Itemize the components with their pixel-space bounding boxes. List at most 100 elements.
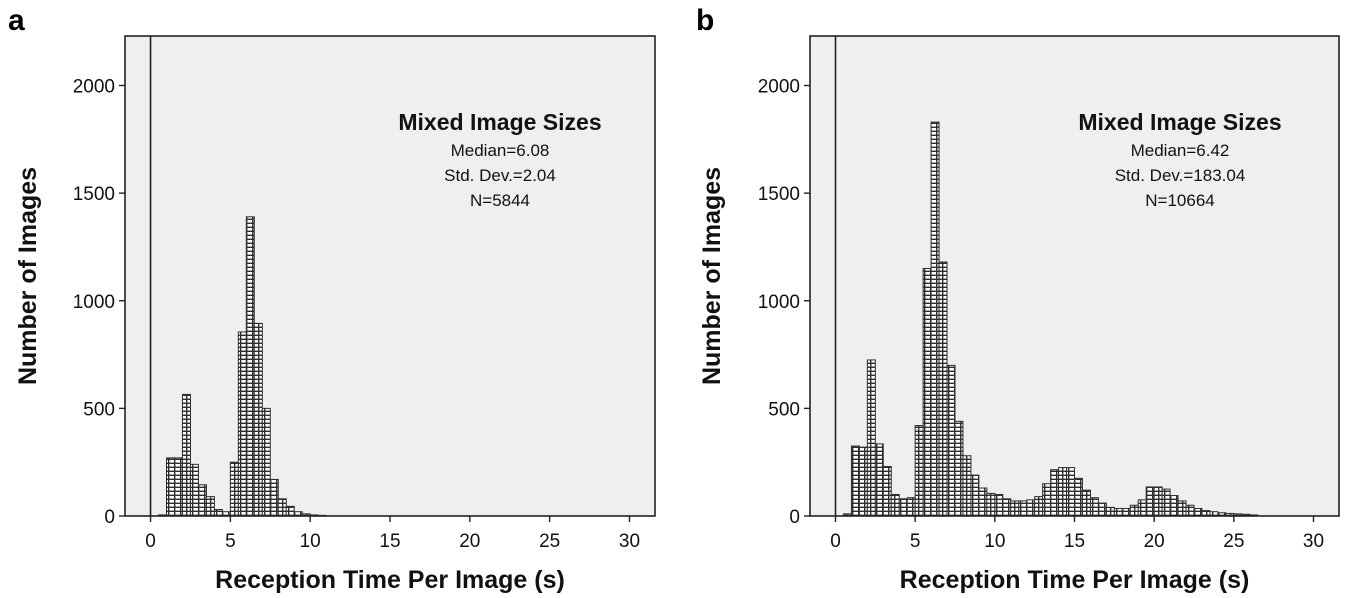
histogram-bar (938, 261, 948, 517)
histogram-bar (1185, 504, 1195, 517)
annotation-title: Mixed Image Sizes (398, 109, 601, 135)
histogram-bar (237, 331, 247, 517)
chart-panel-b: b 0 500 1000 1500 2000 0 5 10 15 20 25 30 Reception T… (684, 0, 1349, 598)
panel-letter: a (8, 4, 25, 37)
chart-panel-a: a 0 500 1000 1500 2000 0 5 10 15 20 25 30 Reception T… (0, 0, 674, 598)
x-tick-label: 10 (300, 531, 321, 552)
histogram-bar (874, 443, 884, 517)
x-tick-label: 15 (1064, 531, 1085, 552)
histogram-bar (1097, 502, 1107, 517)
histogram-bar (978, 487, 988, 517)
histogram-bar (1002, 498, 1012, 517)
y-tick-label: 1000 (758, 292, 800, 313)
x-tick-label: 10 (984, 531, 1005, 552)
histogram-bar (1066, 467, 1076, 517)
histogram-bar (890, 493, 900, 517)
annotation-line: Median=6.42 (1131, 141, 1230, 160)
x-tick-label: 0 (145, 531, 156, 552)
histogram-bar (261, 407, 271, 517)
plot-area (810, 36, 1339, 516)
histogram-bar (858, 446, 868, 517)
x-tick-label: 25 (539, 531, 560, 552)
y-tick-label: 1000 (73, 292, 115, 313)
histogram-bar (994, 493, 1004, 517)
y-tick-label: 2000 (758, 77, 800, 98)
histogram-bar (1201, 510, 1211, 517)
histogram-bar (1145, 486, 1155, 517)
histogram-bar (1113, 507, 1123, 517)
y-axis-title: Number of Images (14, 167, 42, 385)
histogram-bar (205, 496, 215, 517)
histogram-bar (1129, 504, 1139, 517)
histogram-bar (970, 474, 980, 517)
x-tick-label: 0 (830, 531, 841, 552)
annotation-line: N=5844 (470, 191, 530, 210)
x-tick-label: 30 (619, 531, 640, 552)
annotation-line: Std. Dev.=183.04 (1115, 166, 1246, 185)
histogram-bar (1042, 483, 1052, 517)
x-tick-label: 25 (1223, 531, 1244, 552)
x-tick-label: 30 (1303, 531, 1324, 552)
histogram-bar (285, 505, 295, 517)
histogram-bar (922, 267, 932, 517)
y-tick-label: 500 (768, 399, 800, 420)
histogram-bar (277, 498, 287, 517)
histogram-bar (954, 420, 964, 517)
histogram-bar (213, 509, 223, 517)
histogram-bar (986, 492, 996, 517)
y-axis-title: Number of Images (698, 167, 726, 385)
y-tick-label: 0 (104, 507, 115, 528)
x-tick-label: 5 (910, 531, 921, 552)
histogram-bar (189, 463, 199, 517)
x-tick-label: 20 (1144, 531, 1165, 552)
annotation-line: Median=6.08 (451, 141, 550, 160)
histogram-bar (1169, 495, 1179, 517)
y-tick-label: 0 (789, 507, 800, 528)
y-tick-label: 1500 (758, 184, 800, 205)
histogram-bar (173, 457, 183, 517)
x-tick-label: 15 (379, 531, 400, 552)
histogram-bar (245, 216, 255, 517)
histogram-bar (1058, 467, 1068, 517)
x-tick-label: 20 (459, 531, 480, 552)
histogram-bar (1034, 496, 1044, 517)
x-tick-label: 5 (225, 531, 236, 552)
histogram-bar (962, 455, 972, 517)
histogram-bar (1089, 497, 1099, 517)
histogram-bar (1074, 477, 1083, 517)
annotation-title: Mixed Image Sizes (1078, 109, 1281, 135)
histogram-bar (1018, 500, 1028, 517)
histogram-bar (166, 457, 175, 517)
histogram-bar (269, 478, 279, 517)
histogram-bar (1137, 499, 1147, 517)
plot-area (125, 36, 655, 516)
histogram-a: a 0 500 1000 1500 2000 0 5 10 15 20 25 30 Reception T… (8, 4, 656, 594)
histogram-bar (914, 425, 924, 517)
histogram-bar (1026, 499, 1036, 517)
x-axis-title: Reception Time Per Image (s) (215, 566, 565, 594)
histogram-bar (898, 498, 908, 517)
histogram-bar (850, 445, 860, 517)
histogram-bar (1050, 469, 1060, 517)
y-tick-label: 500 (83, 399, 115, 420)
histogram-bar (1161, 488, 1171, 517)
histogram-bar (1121, 507, 1131, 517)
histogram-bar (229, 461, 239, 517)
annotation-line: Std. Dev.=2.04 (444, 166, 556, 185)
histogram-bar (946, 364, 956, 517)
y-tick-label: 1500 (73, 184, 115, 205)
panel-letter: b (696, 4, 714, 37)
histogram-b: b 0 500 1000 1500 2000 0 5 10 15 20 25 30 Reception T… (696, 4, 1340, 594)
histogram-bar (866, 359, 876, 517)
histogram-bar (882, 465, 892, 517)
histogram-bar (930, 121, 940, 517)
annotation-line: N=10664 (1145, 191, 1214, 210)
histogram-bar (1193, 507, 1203, 517)
histogram-bar (1010, 500, 1020, 517)
histogram-bar (197, 484, 207, 517)
x-axis-title: Reception Time Per Image (s) (900, 566, 1250, 594)
histogram-bar (253, 322, 263, 517)
y-tick-label: 2000 (73, 77, 115, 98)
histogram-bar (906, 497, 916, 517)
histogram-bar (1177, 500, 1187, 517)
